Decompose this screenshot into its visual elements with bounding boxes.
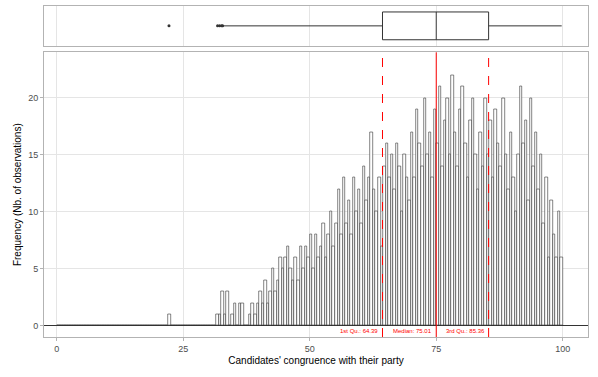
svg-text:25: 25	[178, 344, 188, 354]
svg-text:0: 0	[33, 321, 38, 331]
svg-text:10: 10	[28, 207, 38, 217]
svg-text:75: 75	[431, 344, 441, 354]
svg-text:Median: 75.01: Median: 75.01	[393, 328, 432, 334]
svg-text:1st Qu.: 64.39: 1st Qu.: 64.39	[340, 328, 378, 334]
svg-text:100: 100	[555, 344, 570, 354]
svg-text:5: 5	[33, 264, 38, 274]
svg-text:Frequency (Nb. of observations: Frequency (Nb. of observations)	[12, 123, 23, 266]
svg-text:15: 15	[28, 150, 38, 160]
svg-text:Candidates' congruence with th: Candidates' congruence with their party	[228, 355, 403, 366]
svg-text:3rd Qu.: 85.36: 3rd Qu.: 85.36	[446, 328, 485, 334]
svg-text:0: 0	[54, 344, 59, 354]
svg-text:50: 50	[305, 344, 315, 354]
svg-text:20: 20	[28, 93, 38, 103]
